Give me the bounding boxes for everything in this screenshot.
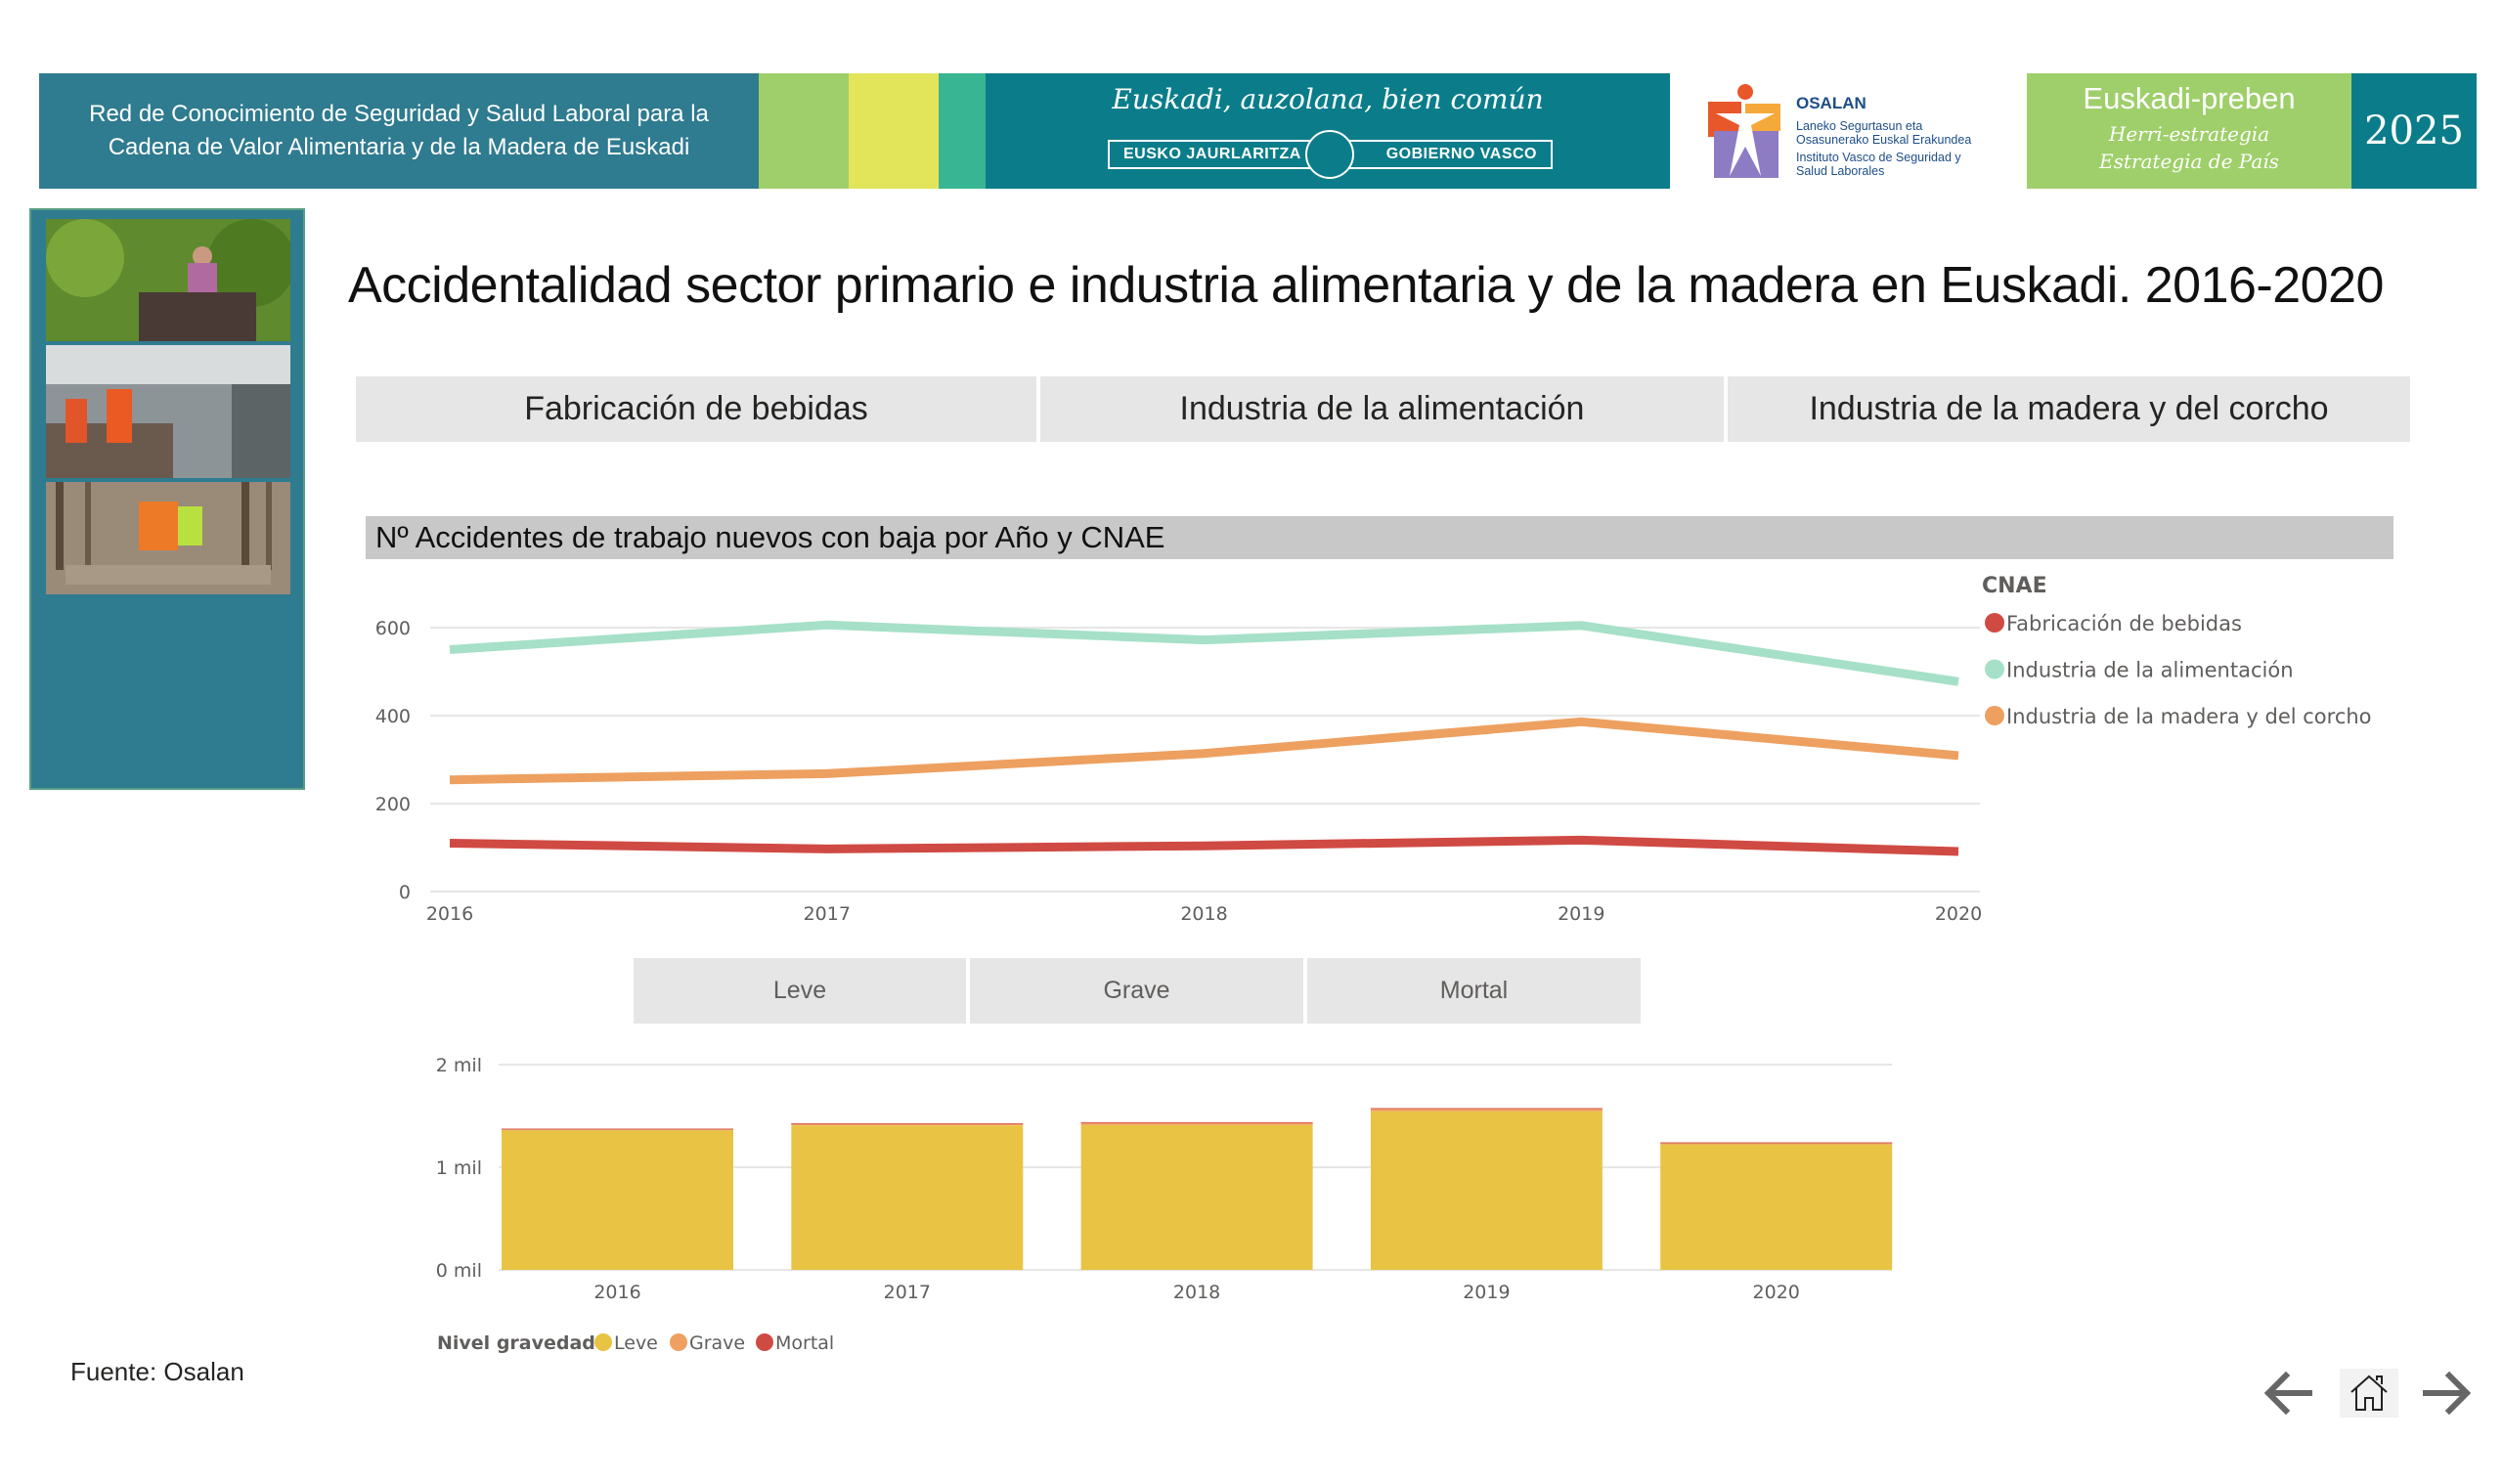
home-button[interactable] [2340,1369,2398,1418]
source-note: Fuente: Osalan [70,1357,244,1386]
bar-segment[interactable] [1080,1121,1313,1123]
color-stripe-green [759,73,849,189]
legend-item[interactable]: Leve [614,1332,658,1354]
osalan-line2: Osasunerako Euskal Erakundea [1796,133,1972,147]
network-banner: Red de Conocimiento de Seguridad y Salud… [39,73,759,189]
home-icon [2350,1375,2388,1411]
osalan-line3: Instituto Vasco de Seguridad y [1796,151,1961,164]
bar-segment[interactable] [502,1128,733,1130]
line-chart-x-tick: 2020 [1935,903,1982,925]
line-chart-title-text: Nº Accidentes de trabajo nuevos con baja… [375,520,1165,554]
line-chart-x-tick: 2016 [426,903,473,925]
line-chart: 0 200 400 600 2016 2017 2018 2019 2020 CNAE Fabri… [375,574,2372,925]
bar-segment[interactable] [502,1128,733,1131]
bar-segment[interactable] [791,1125,1024,1270]
back-arrow-icon [2263,1372,2312,1415]
agriculture-photo [46,219,290,341]
line-chart-y-tick: 200 [375,794,411,815]
gov-name-spanish: GOBIERNO VASCO [1385,146,1537,162]
preben-title: Euskadi-preben [2083,81,2296,115]
fishing-photo [46,345,290,478]
network-title-line2: Cadena de Valor Alimentaria y de la Made… [108,134,690,160]
legend-marker [594,1333,612,1351]
legend-marker [756,1333,773,1351]
line-chart-y-tick: 400 [375,706,411,727]
forward-arrow-icon [2423,1372,2472,1415]
preben-sub1: Herri-estrategia [2108,122,2270,146]
line-series[interactable] [449,717,1959,785]
legend-item[interactable]: Mortal [775,1332,834,1354]
basque-government-logo: Euskadi, auzolana, bien común EUSKO JAUR… [986,73,1670,189]
euskadi-preben-logo: Euskadi-preben Herri-estrategia Estrateg… [2027,73,2351,189]
network-title-line1: Red de Conocimiento de Seguridad y Salud… [89,101,709,127]
bar-chart-y-tick: 1 mil [436,1157,482,1179]
bar-segment[interactable] [1370,1108,1603,1112]
preben-subtitle: Herri-estrategia Estrategia de País [2027,120,2351,175]
bar-segment[interactable] [1660,1142,1893,1144]
osalan-line4: Salud Laborales [1796,164,1885,178]
forward-button[interactable] [2418,1369,2477,1418]
line-chart-title: Nº Accidentes de trabajo nuevos con baja… [366,516,2393,559]
strategy-year: 2025 [2351,73,2477,189]
gov-name-basque: EUSKO JAURLARITZA [1123,146,1301,162]
bar-segment[interactable] [502,1130,733,1270]
bar-segment[interactable] [1370,1108,1603,1110]
bar-segment[interactable] [1080,1124,1313,1270]
preben-sub2: Estrategia de País [2099,150,2279,173]
bar-segment[interactable] [791,1123,1024,1124]
color-stripe-yellow [849,73,939,189]
sidebar-photo-panel [29,208,305,790]
osalan-figure-icon [1708,84,1780,178]
back-button[interactable] [2259,1369,2317,1418]
bar-chart-y-tick: 2 mil [436,1055,482,1076]
line-chart-y-tick: 600 [375,618,411,639]
legend-marker [1985,659,2004,679]
coat-of-arms-icon [1305,130,1354,179]
line-chart-y-tick: 0 [399,882,411,903]
tab-fabricacion-bebidas[interactable]: Fabricación de bebidas [356,376,1036,442]
legend-marker [670,1333,687,1351]
bar-segment[interactable] [1660,1144,1893,1270]
osalan-line1: Laneko Segurtasun eta [1796,119,1923,133]
legend-marker [1985,613,2004,633]
gov-motto: Euskadi, auzolana, bien común [1112,83,1544,115]
severity-button-leve[interactable]: Leve [634,958,966,1024]
line-chart-x-tick: 2019 [1558,903,1604,925]
tab-industria-alimentacion[interactable]: Industria de la alimentación [1040,376,1724,442]
legend-item[interactable]: Industria de la alimentación [2006,659,2294,682]
forestry-photo [46,482,290,594]
osalan-name: OSALAN [1796,94,1866,112]
bar-chart-x-tick: 2020 [1753,1282,1800,1303]
bar-chart-y-tick: 0 mil [436,1260,482,1282]
color-stripe-teal [939,73,986,189]
line-legend-title: CNAE [1982,574,2047,598]
line-chart-x-tick: 2017 [804,903,851,925]
severity-button-grave[interactable]: Grave [970,958,1303,1024]
bar-segment[interactable] [791,1123,1024,1126]
legend-marker [1985,706,2004,725]
bar-legend-title: Nivel gravedad [437,1332,595,1354]
bar-segment[interactable] [1370,1111,1603,1270]
osalan-logo: OSALAN Laneko Segurtasun eta Osasunerako… [1706,78,2019,186]
legend-item[interactable]: Industria de la madera y del corcho [2006,705,2372,728]
line-chart-x-tick: 2018 [1180,903,1227,925]
bar-segment[interactable] [1660,1142,1893,1145]
severity-button-mortal[interactable]: Mortal [1307,958,1641,1024]
bar-chart-x-tick: 2019 [1463,1282,1510,1303]
bar-chart-x-tick: 2017 [884,1282,931,1303]
bar-segment[interactable] [1080,1122,1313,1125]
line-series[interactable] [449,835,1959,856]
line-series[interactable] [449,620,1959,686]
bar-chart-x-tick: 2016 [593,1282,640,1303]
legend-item[interactable]: Grave [689,1332,745,1354]
bar-chart-x-tick: 2018 [1173,1282,1220,1303]
tab-industria-madera[interactable]: Industria de la madera y del corcho [1728,376,2410,442]
legend-item[interactable]: Fabricación de bebidas [2006,612,2242,635]
page-title: Accidentalidad sector primario e industr… [348,257,2384,314]
